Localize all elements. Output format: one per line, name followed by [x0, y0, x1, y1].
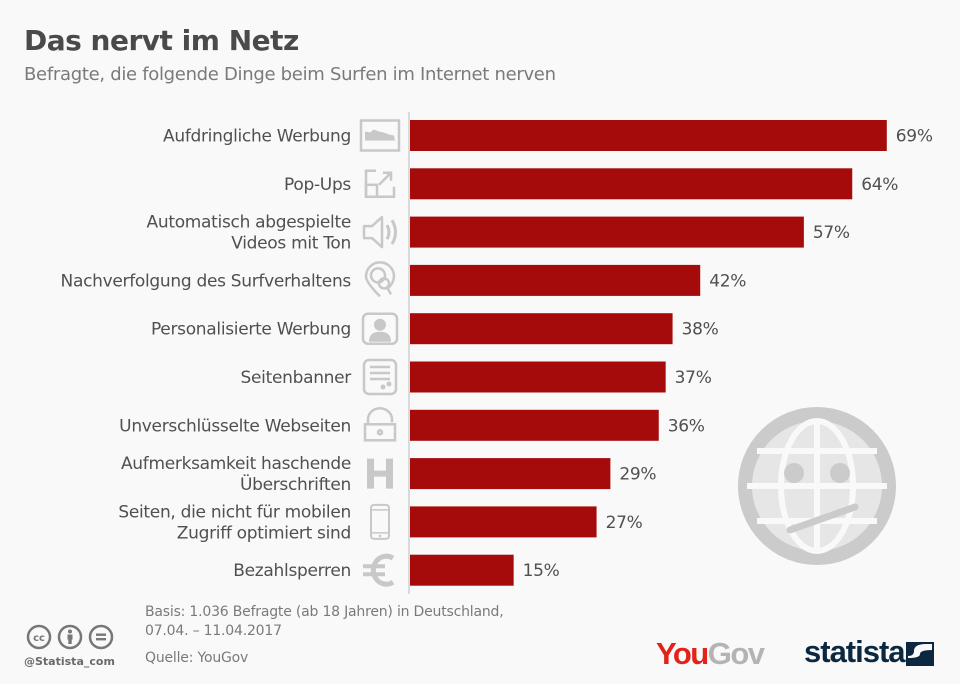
category-label: Aufmerksamkeit haschende Überschriften: [121, 454, 351, 495]
category-label-line: Überschriften: [240, 473, 351, 495]
survey-basis-line1: Basis: 1.036 Befragte (ab 18 Jahren) in …: [145, 604, 504, 620]
category-label: Nachverfolgung des Surfverhaltens: [61, 271, 352, 291]
bar: [410, 168, 853, 200]
value-label: 27%: [606, 513, 643, 533]
open-lock-icon: [363, 407, 397, 442]
bar: [410, 458, 611, 490]
value-label: 29%: [619, 465, 656, 485]
value-label: 36%: [668, 416, 705, 436]
category-label: Personalisierte Werbung: [151, 320, 351, 340]
bar: [410, 313, 673, 345]
survey-basis-line2: 07.04. – 11.04.2017: [145, 623, 282, 639]
bar: [410, 120, 887, 151]
yougov-logo-gov: Gov: [707, 636, 765, 671]
category-label-line: Bezahlsperren: [233, 561, 351, 581]
statista-logo: statista: [804, 634, 906, 669]
category-label-line: Nachverfolgung des Surfverhaltens: [61, 271, 352, 291]
category-label-line: Seiten, die nicht für mobilen: [118, 502, 351, 522]
headline-h-icon: [367, 458, 393, 489]
category-label: Unverschlüsselte Webseiten: [119, 416, 351, 436]
user-profile-icon: [361, 312, 399, 345]
category-label-line: Seitenbanner: [241, 368, 352, 388]
chart-subtitle: Befragte, die folgende Dinge beim Surfen…: [24, 64, 556, 85]
license-icons: cc: [26, 624, 114, 650]
euro-icon: [363, 553, 395, 587]
value-label: 38%: [682, 320, 719, 340]
svg-text:cc: cc: [33, 633, 45, 644]
category-label-line: Zugriff optimiert sind: [177, 523, 351, 543]
category-label-line: Personalisierte Werbung: [151, 320, 351, 340]
bar: [410, 409, 659, 441]
cc-icon: cc: [26, 624, 52, 650]
smartphone-icon: [370, 503, 390, 540]
statista-handle: @Statista_com: [24, 655, 115, 668]
tracking-pin-icon: [364, 261, 396, 298]
banner-icon: [362, 358, 398, 396]
category-label-line: Videos mit Ton: [231, 234, 351, 254]
yougov-logo: YouGov: [656, 636, 765, 672]
value-label: 57%: [813, 223, 850, 243]
value-label: 37%: [675, 368, 712, 388]
category-label: Seitenbanner: [241, 368, 352, 388]
bar: [410, 506, 597, 538]
category-label-line: Aufdringliche Werbung: [163, 127, 351, 147]
chart-title: Das nervt im Netz: [24, 24, 299, 57]
category-label: Pop-Ups: [284, 175, 351, 195]
category-label: Seiten, die nicht für mobilen Zugriff opt…: [118, 502, 351, 543]
category-label: Bezahlsperren: [233, 561, 351, 581]
by-attribution-icon: [57, 624, 83, 650]
value-label: 15%: [523, 561, 560, 581]
value-label: 69%: [896, 127, 933, 147]
value-label: 64%: [861, 175, 898, 195]
category-label-line: Pop-Ups: [284, 175, 351, 195]
category-label-line: Unverschlüsselte Webseiten: [119, 416, 351, 436]
source-note: Quelle: YouGov: [145, 650, 249, 666]
nd-noderivs-icon: [88, 624, 114, 650]
category-label: Automatisch abgespielte Videos mit Ton: [147, 213, 351, 254]
category-label-line: Automatisch abgespielte: [147, 213, 351, 233]
value-label: 42%: [709, 271, 746, 291]
bar: [410, 361, 666, 393]
category-label-line: Aufmerksamkeit haschende: [121, 454, 351, 474]
popup-expand-icon: [364, 169, 396, 199]
ad-chart-icon: [359, 119, 401, 152]
survey-basis-note: Basis: 1.036 Befragte (ab 18 Jahren) in …: [145, 603, 504, 641]
bar: [410, 264, 701, 296]
category-label: Aufdringliche Werbung: [163, 127, 351, 147]
bar: [410, 216, 804, 248]
bar: [410, 554, 514, 586]
annoyed-globe-icon: [738, 407, 896, 565]
speaker-icon: [362, 215, 397, 249]
yougov-logo-you: You: [656, 636, 709, 671]
statista-logo-mark: [906, 642, 934, 666]
